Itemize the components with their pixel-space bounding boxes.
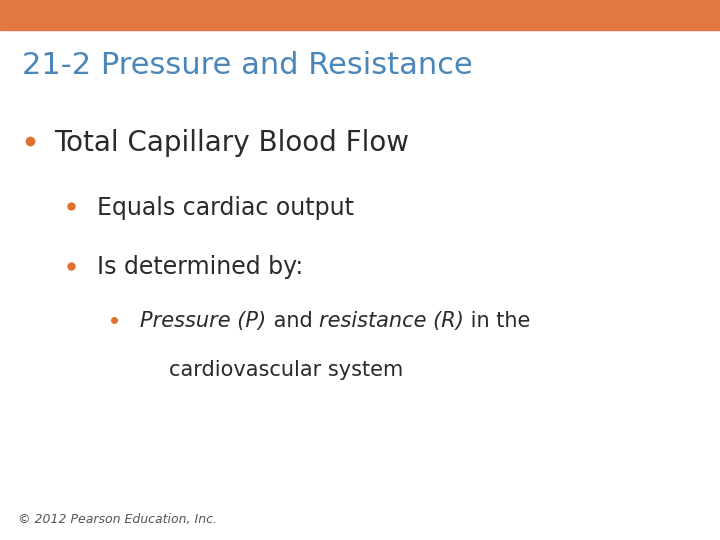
Text: and: and <box>266 311 319 332</box>
Text: Is determined by:: Is determined by: <box>97 255 303 279</box>
Bar <box>0 0 720 30</box>
Text: cardiovascular system: cardiovascular system <box>169 360 403 380</box>
Text: Equals cardiac output: Equals cardiac output <box>97 196 354 220</box>
Text: © 2012 Pearson Education, Inc.: © 2012 Pearson Education, Inc. <box>18 514 217 526</box>
Text: Pressure (P): Pressure (P) <box>140 311 266 332</box>
Text: in the: in the <box>464 311 530 332</box>
Text: resistance (R): resistance (R) <box>319 311 464 332</box>
Text: Total Capillary Blood Flow: Total Capillary Blood Flow <box>54 129 409 157</box>
Text: 21-2 Pressure and Resistance: 21-2 Pressure and Resistance <box>22 51 472 80</box>
